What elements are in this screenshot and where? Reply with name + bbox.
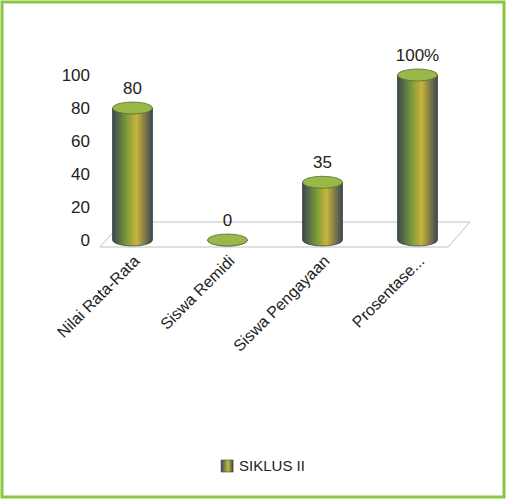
cylinder-bar xyxy=(208,234,248,246)
data-label: 100% xyxy=(396,46,439,65)
cylinder-bar xyxy=(398,69,438,246)
chart-frame xyxy=(2,2,504,497)
y-tick-label: 60 xyxy=(71,132,90,151)
data-label: 0 xyxy=(223,211,232,230)
cylinder-top xyxy=(208,234,248,246)
chart-svg: 02040608010080035100%Nilai Rata-RataSisw… xyxy=(0,0,506,499)
cylinder-body xyxy=(398,75,438,246)
bars xyxy=(113,69,438,246)
cylinder-top xyxy=(398,69,438,81)
y-tick-label: 100 xyxy=(62,66,90,85)
cylinder-top xyxy=(303,176,343,188)
cylinder-bar xyxy=(303,176,343,246)
category-label: Siswa Remidi xyxy=(157,252,238,333)
y-tick-label: 40 xyxy=(71,165,90,184)
category-label: Nilai Rata-Rata xyxy=(54,252,143,341)
y-tick-label: 20 xyxy=(71,198,90,217)
y-tick-label: 0 xyxy=(81,231,90,250)
legend-label: SIKLUS II xyxy=(239,457,305,474)
legend: SIKLUS II xyxy=(221,457,305,474)
data-label: 80 xyxy=(123,79,142,98)
legend-swatch xyxy=(221,460,233,472)
cylinder-body xyxy=(303,182,343,246)
cylinder-top xyxy=(113,102,153,114)
category-label: Prosentase... xyxy=(349,252,428,331)
y-tick-label: 80 xyxy=(71,99,90,118)
data-label: 35 xyxy=(313,153,332,172)
category-label: Siswa Pengayaan xyxy=(230,252,333,355)
cylinder-bar xyxy=(113,102,153,246)
cylinder-body xyxy=(113,108,153,246)
chart-root: 02040608010080035100%Nilai Rata-RataSisw… xyxy=(0,0,506,499)
